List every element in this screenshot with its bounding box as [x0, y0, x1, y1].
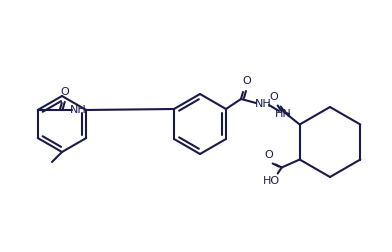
Text: NH: NH — [69, 105, 86, 115]
Text: O: O — [269, 91, 278, 102]
Text: O: O — [264, 150, 273, 161]
Text: O: O — [60, 87, 69, 97]
Text: O: O — [243, 76, 251, 86]
Text: NH: NH — [255, 99, 271, 109]
Text: HN: HN — [275, 109, 291, 119]
Text: HO: HO — [263, 176, 280, 186]
